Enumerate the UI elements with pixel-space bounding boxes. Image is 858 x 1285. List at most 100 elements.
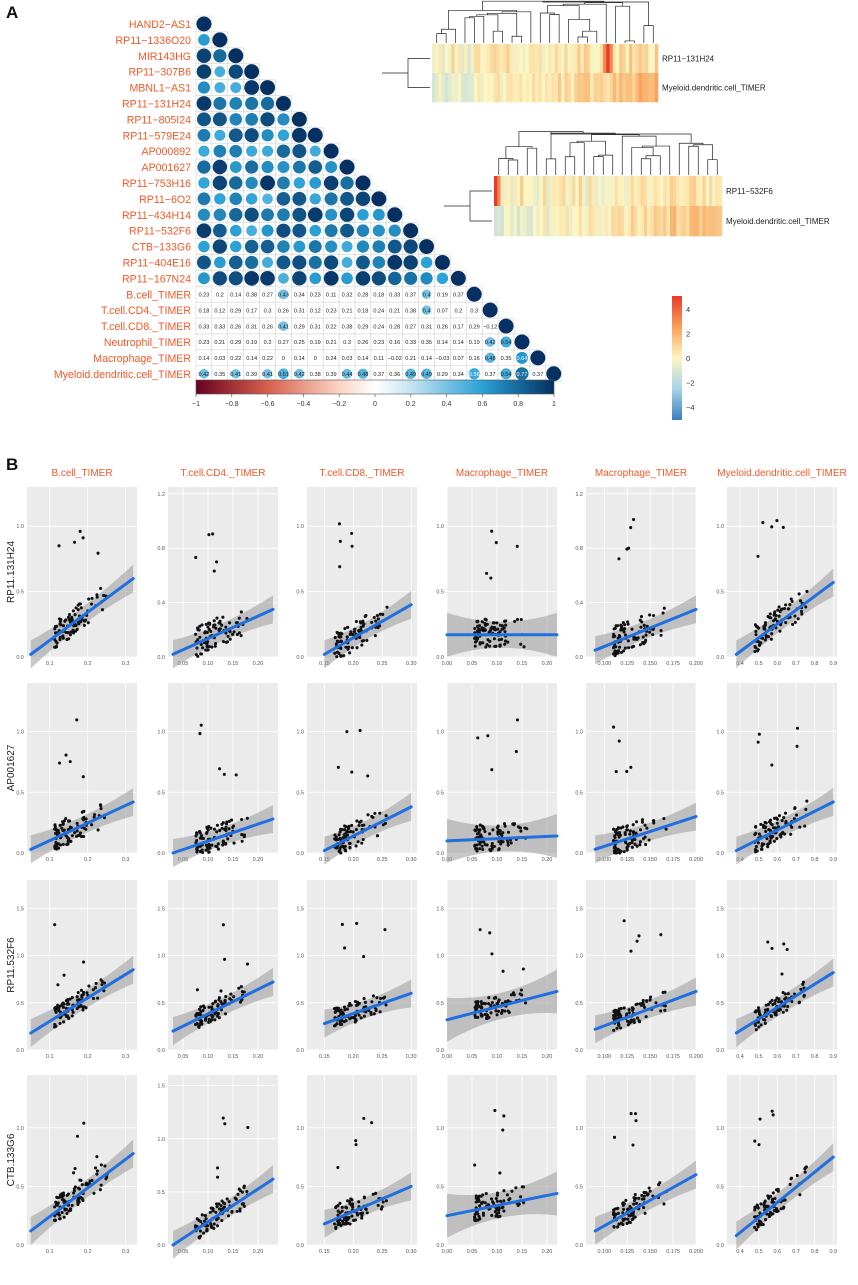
scatter-point (61, 636, 65, 640)
scatter-point (499, 832, 503, 836)
heatmap-cell (622, 73, 627, 103)
scatter-point (790, 599, 794, 603)
corr-row-label: RP11−532F6 (129, 226, 191, 238)
scatter-point (623, 633, 628, 637)
heatmap-cell (470, 44, 475, 74)
x-tick-label: 0.3 (122, 661, 130, 667)
scatter-point (217, 1202, 221, 1206)
scatter-point (790, 999, 794, 1004)
scatter-point (511, 822, 515, 826)
scatter-point (495, 1193, 499, 1197)
y-tick-label: 0.4 (575, 601, 583, 607)
scatter-point (95, 1172, 99, 1176)
corr-row-label: CTB−133G6 (132, 242, 191, 254)
scatter-point (642, 1005, 647, 1009)
corr-row-labels: HAND2−AS1RP11−1336O20MIR143HGRP11−307B6M… (54, 19, 192, 381)
y-tick-label: 0.0 (296, 851, 304, 857)
scatter-point (338, 1009, 342, 1013)
corr-circle (261, 160, 274, 174)
scatter-point (518, 826, 523, 830)
scatter-point (199, 723, 203, 727)
corr-value-label: 0.03 (214, 356, 225, 362)
scatter-point (345, 635, 349, 639)
scatter-point (59, 617, 63, 622)
corr-circle (262, 256, 274, 268)
panel-label-b: B (6, 455, 18, 474)
corr-row-label: RP11−805I24 (127, 114, 191, 126)
scatter-point (626, 622, 630, 626)
scatter-point (790, 825, 794, 829)
scatter-point (766, 614, 770, 618)
x-tick-label: 0.100 (597, 1249, 611, 1255)
regression-line (322, 991, 413, 1026)
corr-circle (230, 82, 242, 94)
scatter-point (224, 822, 229, 826)
x-tick-label: 0.4 (736, 1054, 744, 1060)
dendrogram-branch (436, 33, 447, 43)
x-tick-label: 0.20 (348, 1054, 359, 1060)
dendrogram-branch (615, 5, 631, 43)
scatter-point (229, 992, 233, 996)
scatter-point (67, 819, 71, 823)
scatter-point (72, 1171, 76, 1175)
x-tick-label: 0.150 (643, 1249, 657, 1255)
dendrogram-branch (539, 12, 555, 43)
scatter-point (641, 998, 645, 1002)
corr-circle (372, 224, 385, 237)
heat-legend-tick-label: 4 (686, 305, 690, 314)
corr-colorbar: −1 −0.8 −0.6 −0.4 −0.2 0 0.2 0.4 0.6 0.8 1 (192, 379, 556, 408)
scatter-point (221, 615, 225, 619)
heatmap-cell (643, 206, 648, 237)
scatter-point (640, 1197, 644, 1201)
scatter-point (361, 619, 365, 623)
scatter-point (648, 630, 652, 634)
heatmap-cell (632, 73, 636, 103)
corr-circle (388, 271, 402, 286)
heatmap-cell (546, 206, 550, 237)
corr-value-label: 0.49 (421, 372, 432, 378)
scatter-point (333, 833, 337, 837)
scatter-point (216, 1175, 220, 1179)
heatmap-cell (638, 73, 643, 103)
scatter-point (212, 569, 216, 573)
scatter-point (474, 1194, 478, 1198)
y-tick-label: 0.5 (575, 790, 583, 796)
corr-diag-circle (244, 64, 260, 80)
scatter-point (644, 633, 648, 637)
heatmap-cell (457, 73, 462, 103)
scatter-point (195, 831, 199, 835)
scatter-point (93, 986, 98, 990)
heatmap-cell (503, 44, 507, 74)
scatter-point (497, 1211, 501, 1215)
corr-value-label: 0.14 (358, 356, 369, 362)
y-tick-label: 0.0 (16, 655, 24, 661)
heatmap-cell (513, 206, 518, 237)
corr-value-label: 0 (314, 356, 317, 362)
corr-value-label: 0.14 (230, 292, 241, 298)
corr-circle (277, 208, 290, 222)
heatmap-cell (653, 206, 658, 237)
scatter-point (753, 650, 757, 654)
scatter-point (223, 1202, 227, 1206)
scatter-point (227, 621, 232, 625)
corr-diag-circle (387, 207, 403, 223)
corr-circle (339, 207, 355, 222)
corr-circle (197, 272, 210, 285)
x-tick-label: 0.15 (517, 661, 528, 667)
y-tick-label: 0.8 (575, 546, 583, 552)
dendrogram-branch (642, 145, 671, 175)
scatter-point (478, 642, 482, 646)
y-tick-label: 0.0 (575, 851, 583, 857)
scatter-point (53, 1218, 57, 1222)
heatmap-cell (666, 176, 671, 207)
scatter-point (238, 1188, 242, 1193)
corr-circle (388, 224, 401, 237)
scatter-point (775, 519, 779, 523)
y-tick-label: 0.4 (157, 601, 165, 607)
heatmap-cell (490, 44, 494, 74)
scatter-point (336, 1219, 340, 1223)
scatter-point (348, 1017, 352, 1021)
scatter-point (353, 1014, 357, 1018)
heat-legend: 420−2−4 (672, 296, 695, 420)
